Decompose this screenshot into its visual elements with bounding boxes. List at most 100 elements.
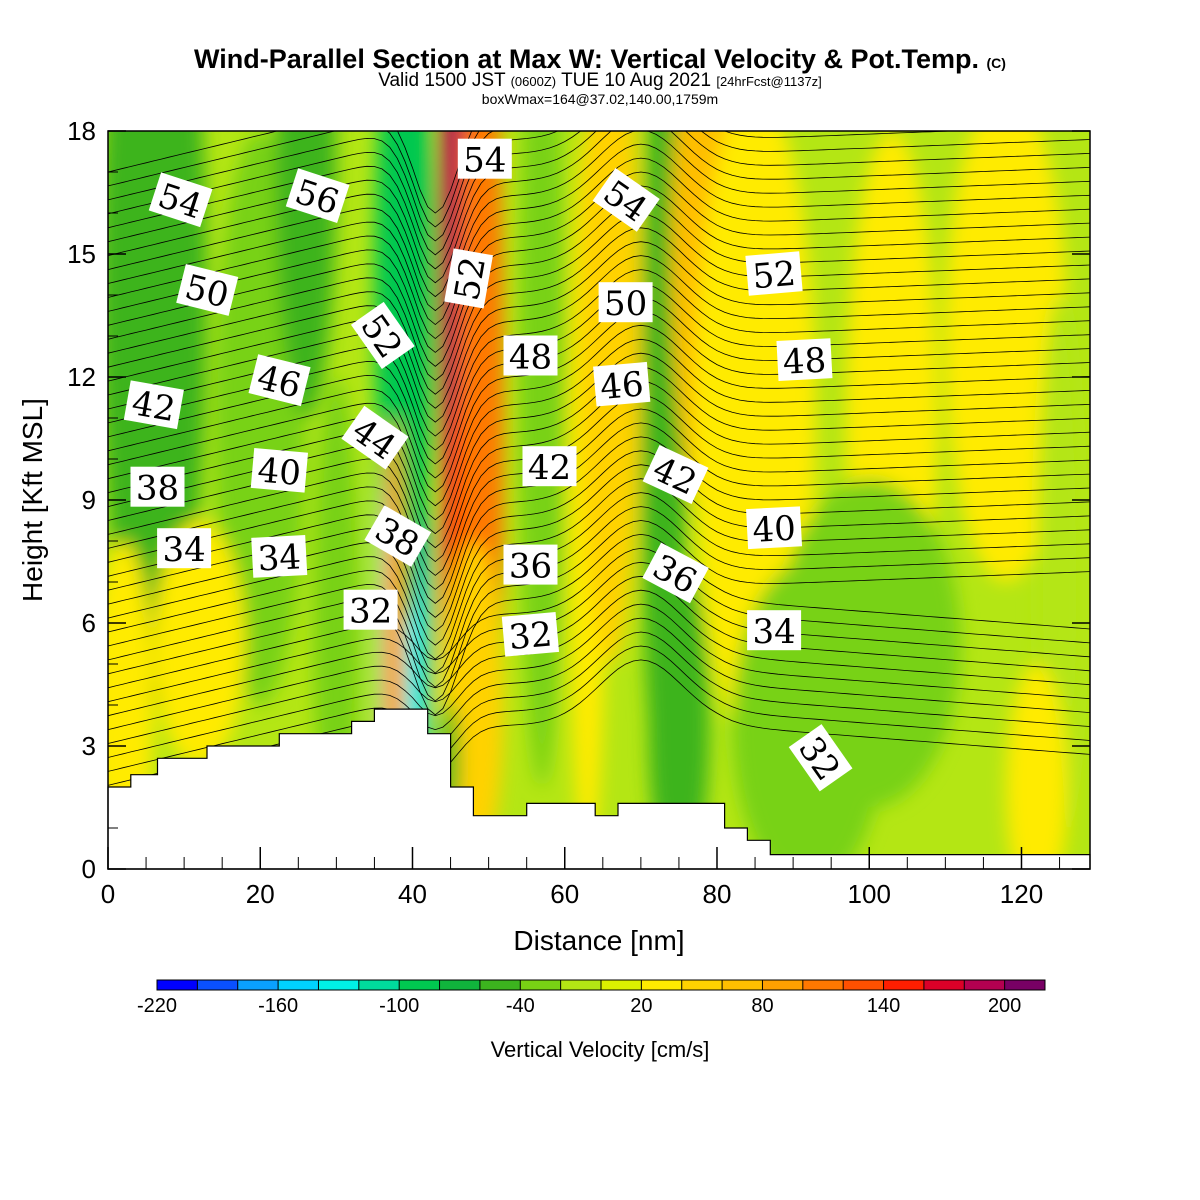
x-tick-label: 60 (550, 879, 579, 909)
isentrope-33 (108, 199, 1090, 381)
isentrope-40 (108, 131, 1090, 284)
isentrope-43 (108, 131, 494, 242)
colorbar-swatch-7 (439, 980, 481, 990)
contour-label-bg (285, 168, 350, 224)
contour-label-bg (343, 589, 398, 630)
terrain (107, 708, 1091, 870)
box-info: boxWmax=164@37.02,140.00,1759m (481, 91, 719, 107)
x-tick-label: 80 (703, 879, 732, 909)
isentrope-8 (108, 547, 1090, 689)
colorbar-tick-label: -40 (506, 995, 535, 1017)
isentrope-38 (108, 131, 1090, 312)
velocity-band-27 (1006, 664, 1068, 869)
colorbar-swatch-19 (923, 980, 965, 990)
colorbar-swatch-6 (399, 980, 441, 990)
colorbar: -220 -160 -100 -40 20 80 140 200 Vertical Veloci… (137, 979, 1046, 1062)
y-tick-label: 6 (82, 608, 96, 638)
colorbar-swatch-14 (722, 980, 763, 990)
contour-label-bg (157, 528, 212, 569)
colorbar-swatch-1 (197, 980, 239, 990)
colorbar-swatch-5 (358, 980, 400, 990)
contour-label-3: 52 (444, 248, 494, 309)
contour-label-bg (598, 282, 653, 323)
contour-label-9: 48 (503, 335, 558, 378)
valid-prefix: Valid 1500 JST (378, 70, 506, 91)
y-tick-label: 15 (67, 239, 96, 269)
contour-label-text: 52 (751, 254, 798, 298)
chart-title-mark: (C) (986, 55, 1006, 71)
contour-label-0: 54 (148, 172, 213, 228)
contour-label-bg (746, 506, 803, 550)
contour-label-text: 50 (604, 284, 647, 324)
y-tick-label: 9 (82, 485, 96, 515)
isentrope-12 (108, 492, 1090, 674)
velocity-band-23 (945, 131, 1068, 582)
contour-label-bg (747, 610, 802, 651)
contour-label-bg (364, 505, 432, 567)
isentrope-17 (108, 422, 1090, 604)
isentrope-9 (108, 533, 1090, 716)
colorbar-tick-label: -100 (379, 995, 419, 1017)
colorbar-swatch-3 (278, 980, 319, 990)
contour-label-text: 48 (509, 338, 552, 378)
isentrope-42 (108, 131, 961, 256)
isentrope-7 (108, 561, 1090, 703)
contour-label-bg (503, 544, 558, 585)
contour-label-bg (444, 248, 493, 309)
contour-label-bg (593, 361, 651, 407)
contour-label-bg (350, 301, 415, 370)
colorbar-swatch-13 (681, 980, 723, 990)
contour-label-text: 42 (528, 448, 571, 488)
colorbar-swatch-21 (1004, 980, 1046, 990)
isentrope-37 (108, 143, 1090, 326)
colorbar-swatch-10 (560, 980, 602, 990)
contour-label-text: 32 (349, 592, 392, 632)
colorbar-tick-label: 200 (988, 995, 1021, 1017)
colorbar-tick-label: 20 (630, 995, 652, 1017)
contour-label-6: 52 (350, 301, 415, 370)
chart-valid-line: Valid 1500 JST (0600Z) TUE 10 Aug 2021 [… (0, 70, 1200, 92)
contour-label-7: 50 (598, 282, 653, 324)
colorbar-swatch-0 (157, 980, 198, 990)
isentrope-6 (108, 575, 1090, 717)
contour-label-bg (341, 405, 409, 470)
contour-label-bg (642, 542, 709, 604)
contour-label-bg (148, 172, 213, 228)
velocity-band-29 (153, 520, 246, 767)
contour-label-11: 42 (123, 380, 184, 430)
colorbar-title: Vertical Velocity [cm/s] (491, 1037, 710, 1062)
colorbar-swatch-4 (318, 980, 360, 990)
isentrope-34 (108, 185, 1090, 367)
contour-label-18: 40 (250, 448, 309, 494)
y-tick-label: 12 (67, 362, 96, 392)
contour-label-bg (642, 444, 709, 505)
isentrope-32 (108, 213, 1090, 395)
colorbar-swatch-11 (601, 980, 642, 990)
isentrope-36 (108, 157, 1090, 340)
contour-label-text: 36 (509, 547, 552, 587)
contour-label-bg (501, 612, 560, 657)
isentrope-11 (108, 506, 1090, 688)
contour-label-15: 42 (522, 446, 577, 488)
isentrope-2 (108, 631, 1090, 772)
isentrope-45 (108, 131, 473, 214)
chart-title-text: Wind-Parallel Section at Max W: Vertical… (194, 44, 979, 74)
colorbar-swatch-2 (237, 980, 279, 990)
velocity-band-19 (648, 561, 710, 869)
x-tick-label: 100 (848, 879, 891, 909)
contour-label-bg (788, 724, 853, 792)
isentrope-30 (108, 241, 1090, 423)
contour-label-bg (250, 448, 309, 493)
contour-label-25: 32 (343, 589, 398, 632)
velocity-band-17 (579, 131, 641, 664)
colorbar-tick-label: -160 (258, 995, 298, 1017)
isentrope-39 (108, 131, 1090, 298)
contour-label-5: 50 (176, 263, 239, 317)
isentrope-18 (108, 408, 1090, 590)
contour-label-text: 48 (782, 340, 827, 382)
x-tick-label: 0 (101, 879, 115, 909)
chart-title: Wind-Parallel Section at Max W: Vertical… (0, 44, 1200, 75)
valid-date: TUE 10 Aug 2021 (561, 70, 712, 91)
isentrope-29 (108, 255, 1090, 437)
contour-label-bg (776, 338, 833, 381)
